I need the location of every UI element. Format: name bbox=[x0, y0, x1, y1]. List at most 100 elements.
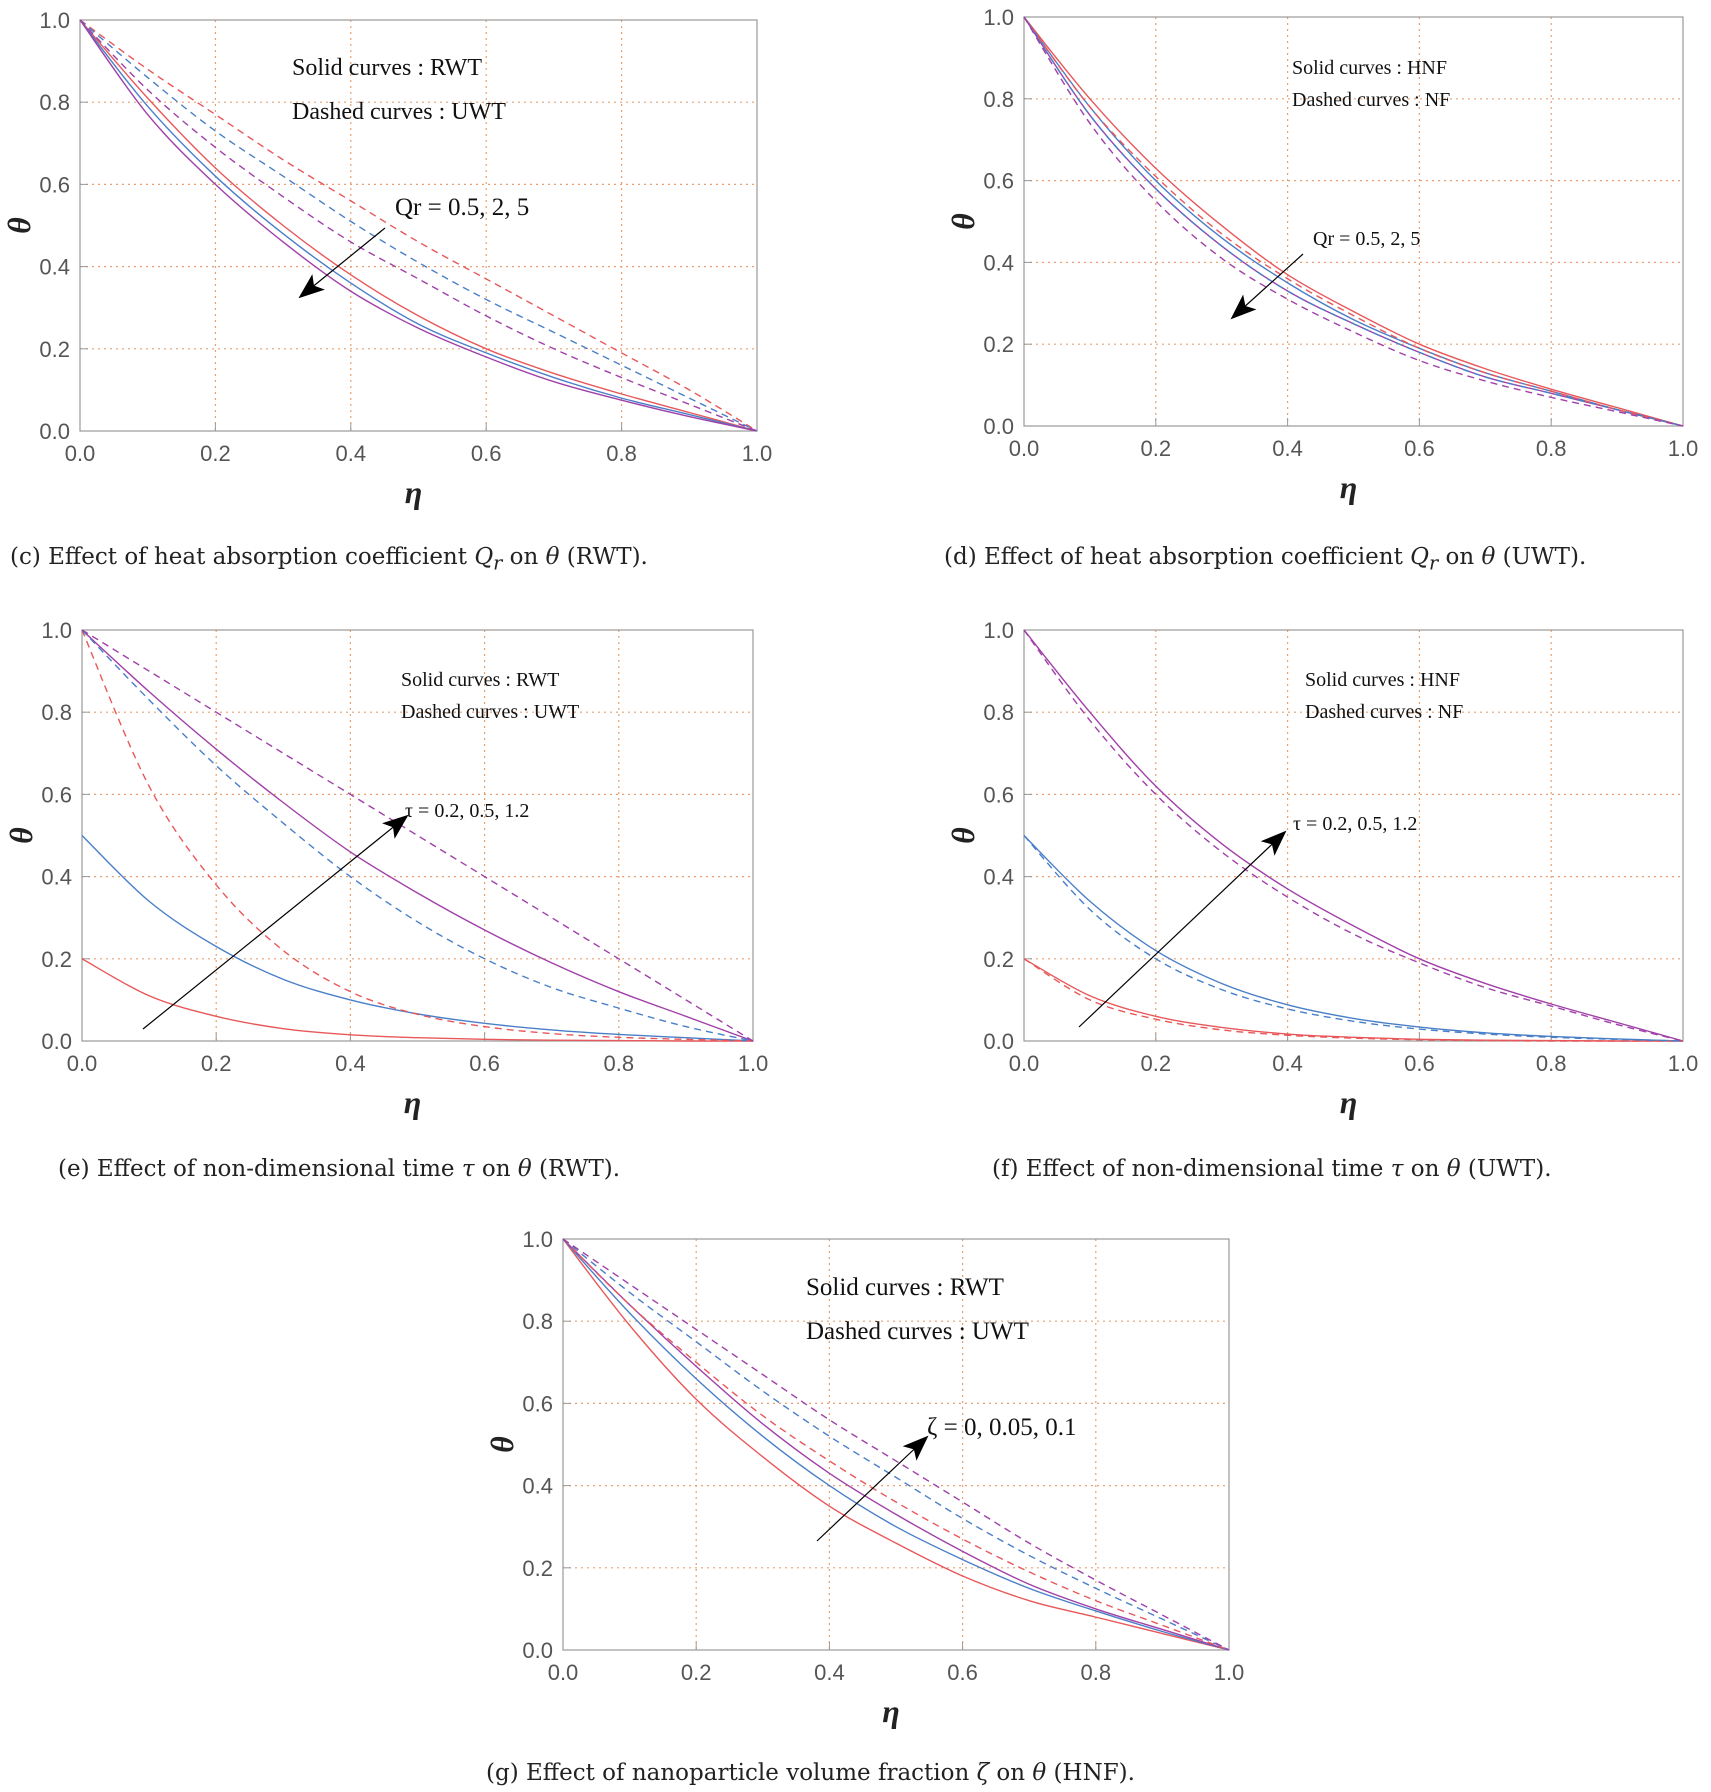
x-tick-label: 0.6 bbox=[469, 1051, 500, 1076]
x-tick-label: 0.2 bbox=[200, 441, 231, 466]
chart-d-caption: (d) Effect of heat absorption coefficien… bbox=[944, 544, 1587, 575]
series-line bbox=[1023, 16, 1684, 427]
y-tick-label: 0.4 bbox=[41, 865, 72, 890]
y-tick-label: 0.6 bbox=[983, 169, 1014, 194]
trend-arrow bbox=[298, 227, 386, 299]
x-tick-label: 0.0 bbox=[1009, 436, 1040, 461]
series-line bbox=[1023, 16, 1684, 427]
legend-solid: Solid curves : RWT bbox=[806, 1274, 1004, 1301]
series-line bbox=[1023, 629, 1684, 1042]
y-tick-label: 0.4 bbox=[983, 865, 1014, 890]
trend-arrow bbox=[1230, 253, 1304, 320]
y-tick-label: 0.0 bbox=[39, 419, 70, 444]
x-tick-label: 0.0 bbox=[67, 1051, 98, 1076]
series-line bbox=[79, 19, 758, 432]
x-tick-label: 0.8 bbox=[1536, 436, 1567, 461]
x-tick-label: 1.0 bbox=[1668, 1051, 1699, 1076]
series-line bbox=[79, 19, 758, 432]
series-line bbox=[79, 19, 758, 432]
x-tick-label: 1.0 bbox=[1668, 436, 1699, 461]
series-line bbox=[1023, 835, 1684, 1042]
plot-frame bbox=[1023, 16, 1684, 427]
x-tick-label: 0.0 bbox=[65, 441, 96, 466]
series-line bbox=[562, 1238, 1230, 1651]
legend-solid: Solid curves : RWT bbox=[292, 55, 482, 81]
x-tick-label: 0.8 bbox=[604, 1051, 635, 1076]
x-tick-label: 0.2 bbox=[201, 1051, 232, 1076]
x-tick-label: 0.4 bbox=[814, 1660, 845, 1685]
legend-dashed: Dashed curves : UWT bbox=[292, 99, 506, 125]
x-axis-label: η bbox=[404, 1084, 422, 1120]
series-line bbox=[79, 19, 758, 432]
y-tick-label: 0.4 bbox=[983, 250, 1014, 275]
x-tick-label: 0.6 bbox=[1404, 436, 1435, 461]
y-tick-label: 0.2 bbox=[983, 947, 1014, 972]
y-tick-label: 0.8 bbox=[39, 90, 70, 115]
y-tick-label: 0.0 bbox=[41, 1029, 72, 1054]
legend-solid: Solid curves : HNF bbox=[1292, 57, 1447, 79]
x-tick-label: 0.2 bbox=[1141, 1051, 1172, 1076]
chart-panel-f: 0.0 0.0 0.2 0.2 0.4 0.4 0.6 0.6 0.8 0.8 1.0 1.0 η θ So… bbox=[945, 618, 1699, 1182]
series-line bbox=[81, 958, 754, 1042]
y-tick-label: 0.6 bbox=[41, 782, 72, 807]
chart-c-svg: 0.00.0 0.2 0.2 0.4 0.4 0.6 0.6 0.8 0.8 1.0 1.0 η θ So… bbox=[1, 8, 773, 510]
x-tick-label: 0.8 bbox=[1081, 1660, 1112, 1685]
series-line bbox=[1023, 958, 1684, 1042]
legend-solid: Solid curves : HNF bbox=[1305, 669, 1460, 691]
y-tick-label: 0.8 bbox=[522, 1309, 553, 1334]
series-line bbox=[81, 629, 754, 1042]
chart-d-svg: 0.00.0 0.2 0.2 0.4 0.4 0.6 0.6 0.8 0.8 1.0 1.0 η θ So… bbox=[945, 5, 1699, 505]
y-tick-label: 0.6 bbox=[39, 172, 70, 197]
x-tick-label: 1.0 bbox=[742, 441, 773, 466]
parameter-annotation: ζ = 0, 0.05, 0.1 bbox=[927, 1414, 1076, 1441]
y-tick-label: 0.6 bbox=[522, 1391, 553, 1416]
y-tick-label: 1.0 bbox=[522, 1227, 553, 1252]
x-tick-label: 0.0 bbox=[548, 1660, 579, 1685]
y-tick-label: 0.8 bbox=[983, 700, 1014, 725]
x-tick-label: 0.8 bbox=[1536, 1051, 1567, 1076]
y-tick-label: 0.8 bbox=[41, 700, 72, 725]
series-line bbox=[79, 19, 758, 432]
chart-f-svg: 0.00.0 0.2 0.2 0.4 0.4 0.6 0.6 0.8 0.8 1.0 1.0 η θ So… bbox=[945, 618, 1699, 1120]
y-tick-label: 1.0 bbox=[983, 618, 1014, 643]
chart-panel-e: 0.0 0.0 0.2 0.2 0.4 0.4 0.6 0.6 0.8 0.8 1.0 1.0 η θ So… bbox=[0, 0, 840, 1190]
x-tick-label: 0.8 bbox=[606, 441, 637, 466]
x-tick-label: 0.4 bbox=[336, 441, 367, 466]
y-tick-label: 0.0 bbox=[983, 1029, 1014, 1054]
series-line bbox=[562, 1238, 1230, 1651]
x-tick-label: 0.6 bbox=[471, 441, 502, 466]
chart-f-caption: (f) Effect of non-dimensional time τ on … bbox=[992, 1156, 1552, 1182]
chart-c-caption: (c) Effect of heat absorption coefficien… bbox=[10, 544, 648, 575]
series-line bbox=[1023, 16, 1684, 427]
parameter-annotation: τ = 0.2, 0.5, 1.2 bbox=[1293, 813, 1417, 835]
y-tick-label: 0.2 bbox=[41, 947, 72, 972]
series-line bbox=[81, 629, 754, 1042]
x-axis-label: η bbox=[882, 1693, 900, 1729]
y-axis-label: θ bbox=[3, 827, 39, 844]
x-tick-label: 0.4 bbox=[1272, 1051, 1303, 1076]
x-tick-label: 0.2 bbox=[1141, 436, 1172, 461]
y-tick-label: 0.0 bbox=[983, 414, 1014, 439]
y-axis-label: θ bbox=[484, 1436, 520, 1453]
parameter-annotation: Qr = 0.5, 2, 5 bbox=[1313, 228, 1420, 250]
chart-e-svg: 0.00.0 0.2 0.2 0.4 0.4 0.6 0.6 0.8 0.8 1.0 1.0 η θ So… bbox=[3, 618, 768, 1120]
y-tick-label: 1.0 bbox=[39, 8, 70, 33]
series-line bbox=[1023, 629, 1684, 1042]
y-tick-label: 0.0 bbox=[522, 1638, 553, 1663]
legend-dashed: Dashed curves : UWT bbox=[401, 701, 579, 723]
series-line bbox=[81, 629, 754, 1042]
plot-frame bbox=[79, 19, 758, 432]
y-axis-label: θ bbox=[1, 217, 37, 234]
chart-panel-c: 0.0 0.0 0.2 0.2 0.4 0.4 0.6 0.6 0.8 0.8 1.0 1.0 η θ So… bbox=[0, 0, 840, 580]
x-axis-label: η bbox=[1340, 469, 1358, 505]
series-line bbox=[562, 1238, 1230, 1651]
x-tick-label: 0.4 bbox=[335, 1051, 366, 1076]
y-tick-label: 1.0 bbox=[983, 5, 1014, 30]
series-line bbox=[562, 1238, 1230, 1651]
chart-panel-d: 0.0 0.0 0.2 0.2 0.4 0.4 0.6 0.6 0.8 0.8 1.0 1.0 η θ So… bbox=[0, 0, 1711, 580]
trend-arrow bbox=[816, 1435, 929, 1542]
series-line bbox=[1023, 16, 1684, 427]
y-tick-label: 0.4 bbox=[522, 1474, 553, 1499]
